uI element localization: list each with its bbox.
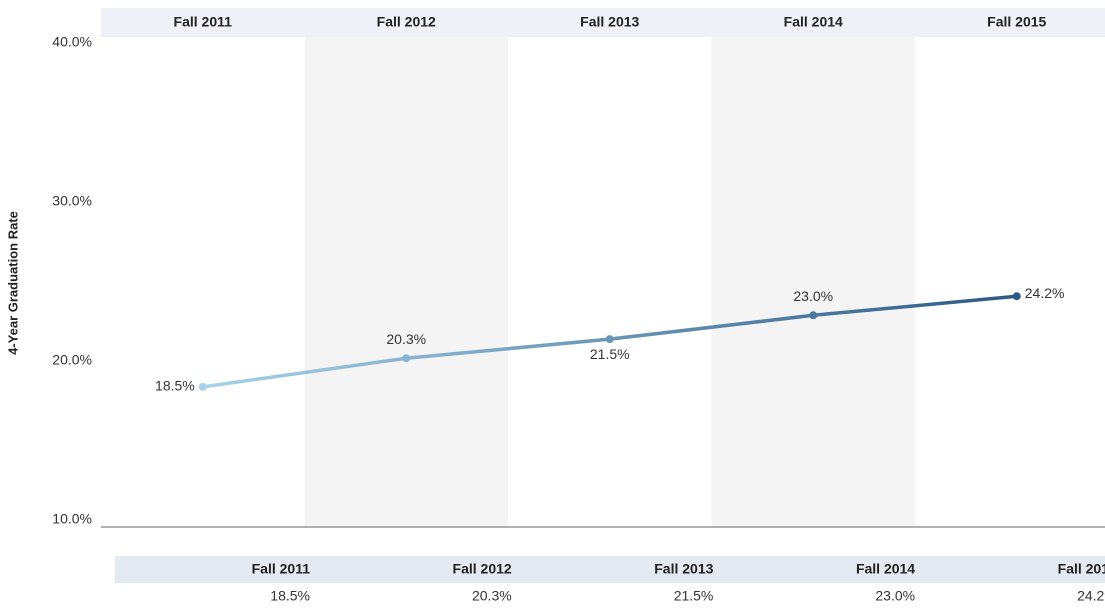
data-label: 23.0% (793, 288, 833, 304)
column-header: Fall 2014 (784, 14, 843, 30)
column-header-band (101, 8, 1105, 37)
column-shade (711, 37, 915, 527)
y-tick-label: 10.0% (52, 511, 92, 527)
y-tick-label: 20.0% (52, 352, 92, 368)
column-shade (304, 37, 508, 527)
table-header: Fall 2014 (856, 561, 915, 577)
table-value: 21.5% (674, 588, 714, 604)
point (198, 382, 207, 391)
table-value: 24.2% (1077, 588, 1105, 604)
data-label: 18.5% (155, 378, 195, 394)
y-tick-label: 30.0% (52, 193, 92, 209)
point (402, 354, 411, 363)
column-header: Fall 2012 (377, 14, 436, 30)
column-header: Fall 2013 (580, 14, 639, 30)
data-label: 21.5% (590, 346, 630, 362)
point (605, 335, 614, 344)
table-value: 23.0% (875, 588, 915, 604)
table-value: 18.5% (270, 588, 310, 604)
table-header: Fall 2013 (654, 561, 713, 577)
table-header: Fall 2012 (453, 561, 512, 577)
column-header: Fall 2011 (174, 14, 233, 30)
table-value: 20.3% (472, 588, 512, 604)
table-header-band (115, 556, 1105, 583)
point (1012, 292, 1021, 301)
table-header: Fall 2011 (252, 561, 311, 577)
y-axis-title: 4-Year Graduation Rate (5, 211, 20, 355)
column-header: Fall 2015 (987, 14, 1046, 30)
y-tick-label: 40.0% (52, 34, 92, 50)
data-label: 24.2% (1025, 285, 1065, 301)
point (809, 311, 818, 320)
data-label: 20.3% (386, 331, 426, 347)
table-header: Fall 2015 (1058, 561, 1105, 577)
